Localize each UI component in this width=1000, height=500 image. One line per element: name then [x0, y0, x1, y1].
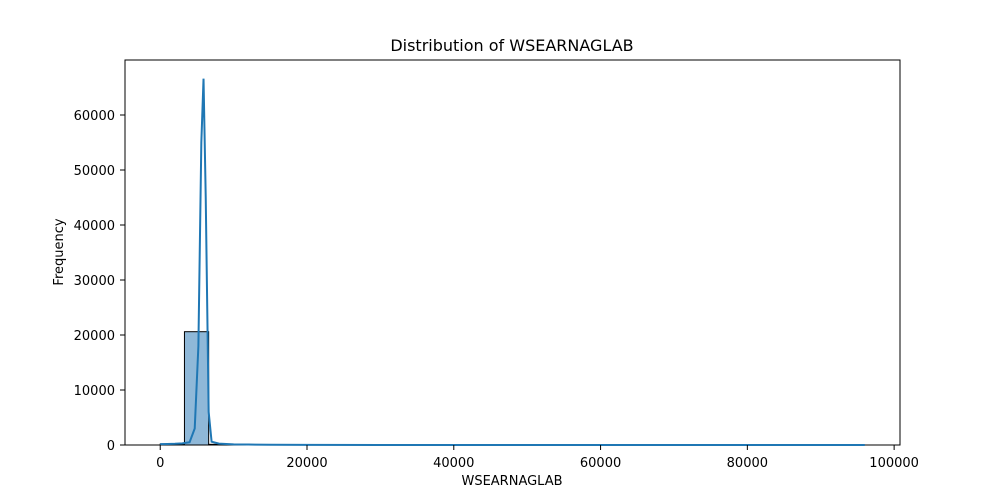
y-tick-label-6: 60000: [74, 109, 115, 124]
x-axis-ticks: 0 20000 40000 60000 80000 100000: [156, 445, 919, 471]
bars-group: [159, 331, 866, 446]
y-tick-label-5: 50000: [74, 164, 115, 179]
plot-frame: [124, 59, 901, 446]
x-tick-label-3: 60000: [580, 456, 621, 471]
y-axis-ticks: 0 10000 20000 30000 40000 50000 60000: [74, 109, 125, 454]
x-tick-label-4: 80000: [727, 456, 768, 471]
chart-title: Distribution of WSEARNAGLAB: [390, 36, 633, 55]
y-tick-label-0: 0: [107, 439, 115, 454]
y-tick-label-4: 40000: [74, 219, 115, 234]
y-axis-label: Frequency: [52, 218, 67, 285]
x-tick-label-0: 0: [156, 456, 164, 471]
x-tick-label-5: 100000: [869, 456, 919, 471]
x-tick-label-2: 40000: [433, 456, 474, 471]
y-tick-label-2: 20000: [74, 329, 115, 344]
y-tick-label-3: 30000: [74, 274, 115, 289]
kde-line: [160, 78, 865, 446]
y-tick-label-1: 10000: [74, 384, 115, 399]
x-tick-label-1: 20000: [286, 456, 327, 471]
x-axis-label: WSEARNAGLAB: [461, 474, 562, 489]
